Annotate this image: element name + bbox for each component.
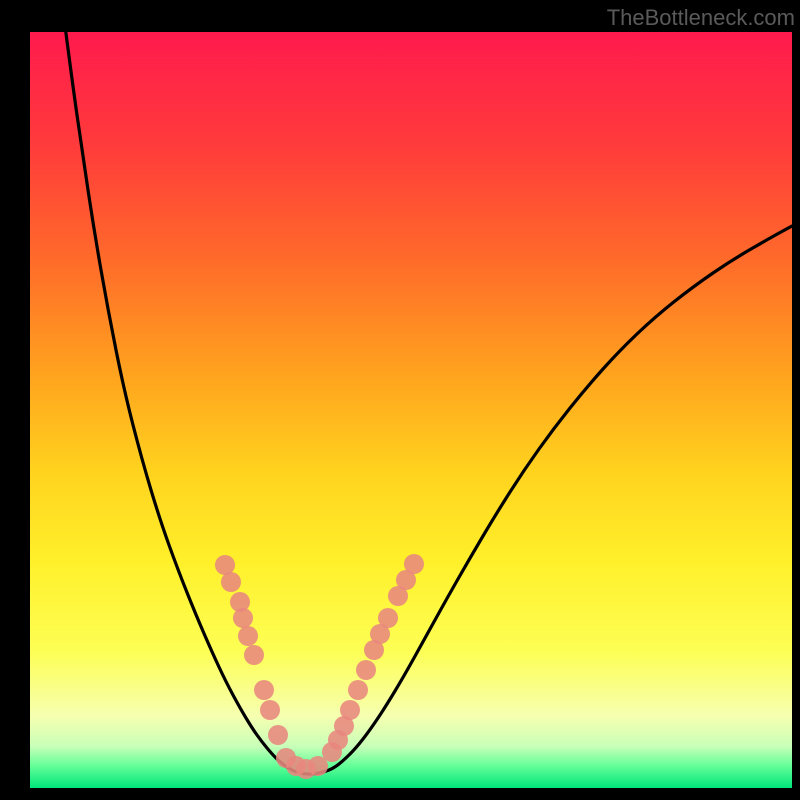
watermark-text: TheBottleneck.com (607, 5, 795, 31)
chart-stage: TheBottleneck.com (0, 0, 800, 800)
plot-gradient-background (30, 32, 792, 788)
